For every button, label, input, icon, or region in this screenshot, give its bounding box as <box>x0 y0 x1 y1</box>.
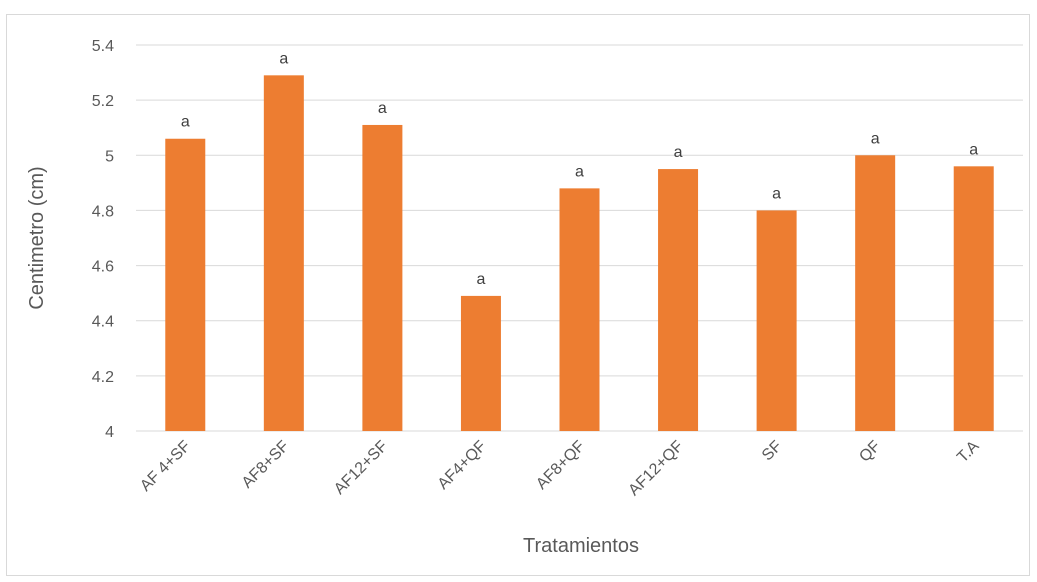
y-tick-label: 4.6 <box>92 259 114 276</box>
bar <box>460 295 501 431</box>
data-label: a <box>674 144 683 161</box>
bar <box>756 210 797 431</box>
x-tick-label: AF 4+SF <box>137 438 194 495</box>
y-tick-label: 4.4 <box>92 314 114 331</box>
data-label: a <box>772 185 781 202</box>
y-tick-label: 4.8 <box>92 203 114 220</box>
x-tick-label: AF12+SF <box>331 438 391 498</box>
x-tick-label: AF8+QF <box>533 438 588 493</box>
y-tick-label: 5.2 <box>92 93 114 110</box>
bar <box>165 138 206 431</box>
y-tick-labels: 4 4.2 4.4 4.6 4.8 5 5.2 5.4 <box>92 38 114 441</box>
x-tick-label: AF4+QF <box>435 438 490 493</box>
bar <box>855 155 896 432</box>
y-tick-label: 5 <box>105 148 114 165</box>
bars <box>165 75 994 432</box>
x-tick-label: AF12+QF <box>625 438 687 500</box>
y-axis-label: Centimetro (cm) <box>26 166 48 309</box>
y-tick-label: 4 <box>105 424 114 441</box>
x-tick-label: QF <box>856 438 884 466</box>
data-label: a <box>279 50 288 67</box>
x-tick-label: AF8+SF <box>239 438 293 492</box>
data-label: a <box>871 130 880 147</box>
data-labels: a a a a a a a a a <box>181 50 978 288</box>
data-label: a <box>181 114 190 131</box>
data-label: a <box>969 141 978 158</box>
x-axis-label: Tratamientos <box>523 535 639 557</box>
data-label: a <box>575 163 584 180</box>
x-tick-labels: AF 4+SF AF8+SF AF12+SF AF4+QF AF8+QF AF12+QF S… <box>137 438 983 500</box>
y-tick-label: 5.4 <box>92 38 114 55</box>
bar <box>263 75 304 431</box>
data-label: a <box>378 100 387 117</box>
y-tick-label: 4.2 <box>92 369 114 386</box>
x-tick-label: SF <box>759 438 786 465</box>
bar <box>362 124 403 431</box>
bar <box>559 188 600 431</box>
bar <box>953 166 994 432</box>
bar <box>658 169 699 432</box>
data-label: a <box>476 271 485 288</box>
x-tick-label: T.A <box>954 438 983 467</box>
